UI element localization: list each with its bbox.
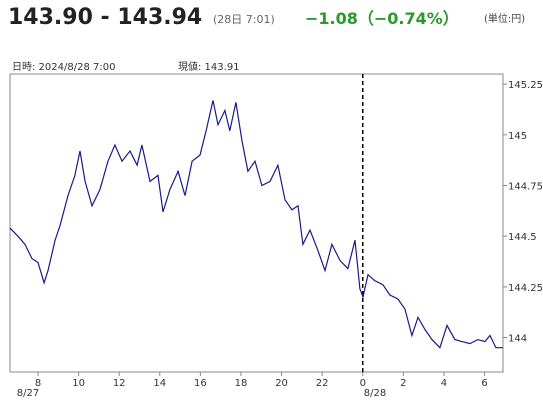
datetime: 日時: 2024/8/28 7:00: [12, 61, 115, 73]
x-tick-label: 6: [481, 378, 487, 389]
y-tick-label: 144: [508, 334, 527, 345]
current-value: 現値: 143.91: [178, 60, 240, 73]
y-tick-label: 145.25: [508, 80, 543, 91]
x-tick-label: 4: [441, 378, 447, 389]
y-tick-label: 144.5: [508, 232, 537, 243]
x-tick-label: 22: [316, 378, 329, 389]
y-tick-label: 144.25: [508, 283, 543, 294]
x-tick-label: 8: [35, 378, 41, 389]
y-tick-label: 145: [508, 131, 527, 142]
x-tick-label: 16: [194, 378, 207, 389]
x-tick-label: 12: [113, 378, 126, 389]
time: (28日 7:01): [213, 13, 275, 26]
unit: (単位:円): [484, 12, 525, 25]
x-tick-label: 18: [235, 378, 248, 389]
price: 143.90 - 143.94: [8, 5, 202, 30]
date-label: 8/27: [17, 388, 39, 399]
y-tick-label: 144.75: [508, 181, 543, 192]
x-tick-label: 14: [153, 378, 166, 389]
price-line: [9, 100, 503, 349]
change: −1.08（−0.74%）: [305, 9, 459, 28]
date-label: 8/28: [364, 388, 386, 399]
x-tick-label: 20: [275, 378, 288, 389]
x-tick-label: 2: [400, 378, 406, 389]
x-tick-label: 10: [72, 378, 85, 389]
plot-frame: [9, 73, 504, 373]
x-tick-label: 0: [360, 378, 366, 389]
